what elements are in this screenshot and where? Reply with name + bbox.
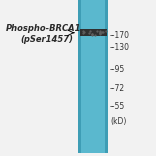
Bar (78, 0, 81, 153)
Text: (kD): (kD) (110, 117, 126, 126)
Text: --130: --130 (110, 43, 130, 52)
Text: --170: --170 (110, 31, 130, 40)
Text: Phospho-BRCA1: Phospho-BRCA1 (6, 24, 82, 33)
Text: (pSer1457): (pSer1457) (20, 35, 73, 44)
Bar (105, 0, 108, 153)
Bar (80, 29, 107, 36)
Bar (78, 0, 108, 153)
Text: --95: --95 (110, 65, 125, 74)
Text: --55: --55 (110, 102, 125, 111)
Text: --72: --72 (110, 84, 125, 93)
